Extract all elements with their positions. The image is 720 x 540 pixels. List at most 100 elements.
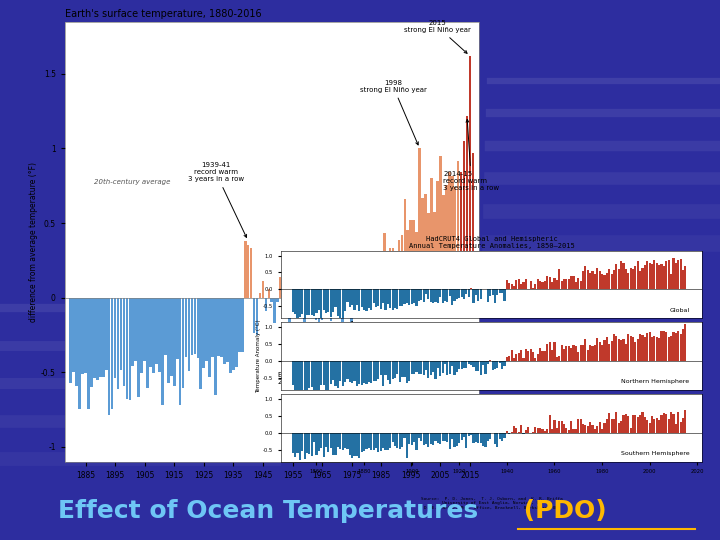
Bar — [410, 220, 412, 298]
Bar — [458, 433, 460, 443]
Bar — [516, 428, 518, 433]
Bar — [423, 289, 425, 302]
Bar — [598, 422, 600, 433]
Bar — [351, 433, 354, 458]
Bar — [403, 289, 405, 303]
Bar — [510, 284, 513, 289]
Bar — [672, 258, 675, 289]
Bar — [539, 348, 541, 361]
Bar — [658, 420, 660, 433]
Bar — [532, 288, 534, 289]
Bar — [684, 410, 686, 433]
Bar — [337, 433, 339, 447]
Bar — [379, 289, 382, 309]
Bar — [680, 334, 682, 361]
Bar — [356, 361, 358, 386]
Bar — [105, 298, 107, 370]
Bar — [341, 433, 343, 450]
Bar — [608, 343, 611, 361]
Bar — [482, 361, 484, 365]
Bar — [442, 194, 445, 298]
Bar — [513, 426, 515, 433]
Bar — [632, 269, 634, 289]
Bar — [361, 289, 363, 307]
Bar — [403, 433, 405, 438]
Bar — [299, 361, 301, 400]
Text: 20th-century average: 20th-century average — [94, 179, 170, 185]
Bar — [389, 248, 392, 298]
Bar — [394, 433, 396, 446]
Bar — [324, 291, 326, 298]
Bar — [434, 361, 436, 380]
Bar — [567, 346, 570, 361]
Text: (PDO): (PDO) — [515, 500, 606, 523]
Bar — [534, 284, 536, 289]
Bar — [301, 289, 303, 314]
Bar — [492, 289, 494, 295]
Bar — [308, 433, 310, 454]
Bar — [420, 361, 422, 374]
Bar — [365, 361, 367, 384]
Bar — [372, 289, 374, 303]
Bar — [87, 298, 90, 409]
Bar — [294, 298, 297, 308]
Bar — [122, 298, 125, 386]
Bar — [572, 275, 575, 289]
Bar — [351, 298, 353, 340]
Bar — [161, 298, 163, 405]
Bar — [636, 417, 639, 433]
Bar — [544, 351, 546, 361]
Bar — [563, 424, 565, 433]
Bar — [660, 264, 662, 289]
Bar — [503, 289, 505, 301]
Bar — [306, 361, 308, 392]
Bar — [556, 280, 558, 289]
Bar — [413, 289, 415, 303]
Bar — [191, 298, 193, 355]
Bar — [158, 298, 161, 372]
Bar — [427, 433, 429, 447]
Bar — [656, 338, 658, 361]
Bar — [223, 298, 226, 364]
Bar — [601, 429, 603, 433]
Bar — [297, 289, 299, 322]
Bar — [401, 361, 403, 377]
Bar — [663, 266, 665, 289]
Bar — [513, 286, 515, 289]
Bar — [332, 289, 334, 312]
Bar — [587, 426, 589, 433]
Bar — [472, 153, 474, 298]
Bar — [292, 361, 294, 384]
Bar — [591, 425, 593, 433]
Bar — [458, 289, 460, 298]
Bar — [646, 420, 648, 433]
Bar — [620, 261, 622, 289]
Bar — [217, 298, 220, 355]
Bar — [320, 433, 323, 448]
Bar — [330, 289, 332, 318]
Bar — [315, 361, 318, 392]
Bar — [527, 351, 529, 361]
Bar — [651, 338, 653, 361]
Bar — [392, 248, 395, 298]
Bar — [525, 430, 527, 433]
Bar — [570, 348, 572, 361]
Bar — [439, 289, 441, 296]
Bar — [536, 279, 539, 289]
Bar — [472, 361, 474, 367]
Bar — [318, 298, 320, 326]
Bar — [387, 433, 389, 450]
Bar — [368, 289, 370, 308]
Bar — [375, 361, 377, 381]
Bar — [444, 361, 446, 365]
Bar — [232, 298, 235, 369]
Bar — [308, 361, 310, 388]
Bar — [149, 298, 152, 367]
Bar — [670, 411, 672, 433]
Bar — [310, 289, 312, 315]
Bar — [241, 298, 243, 352]
Bar — [434, 433, 436, 441]
Bar — [382, 433, 384, 448]
Bar — [351, 289, 354, 305]
Bar — [520, 425, 522, 433]
